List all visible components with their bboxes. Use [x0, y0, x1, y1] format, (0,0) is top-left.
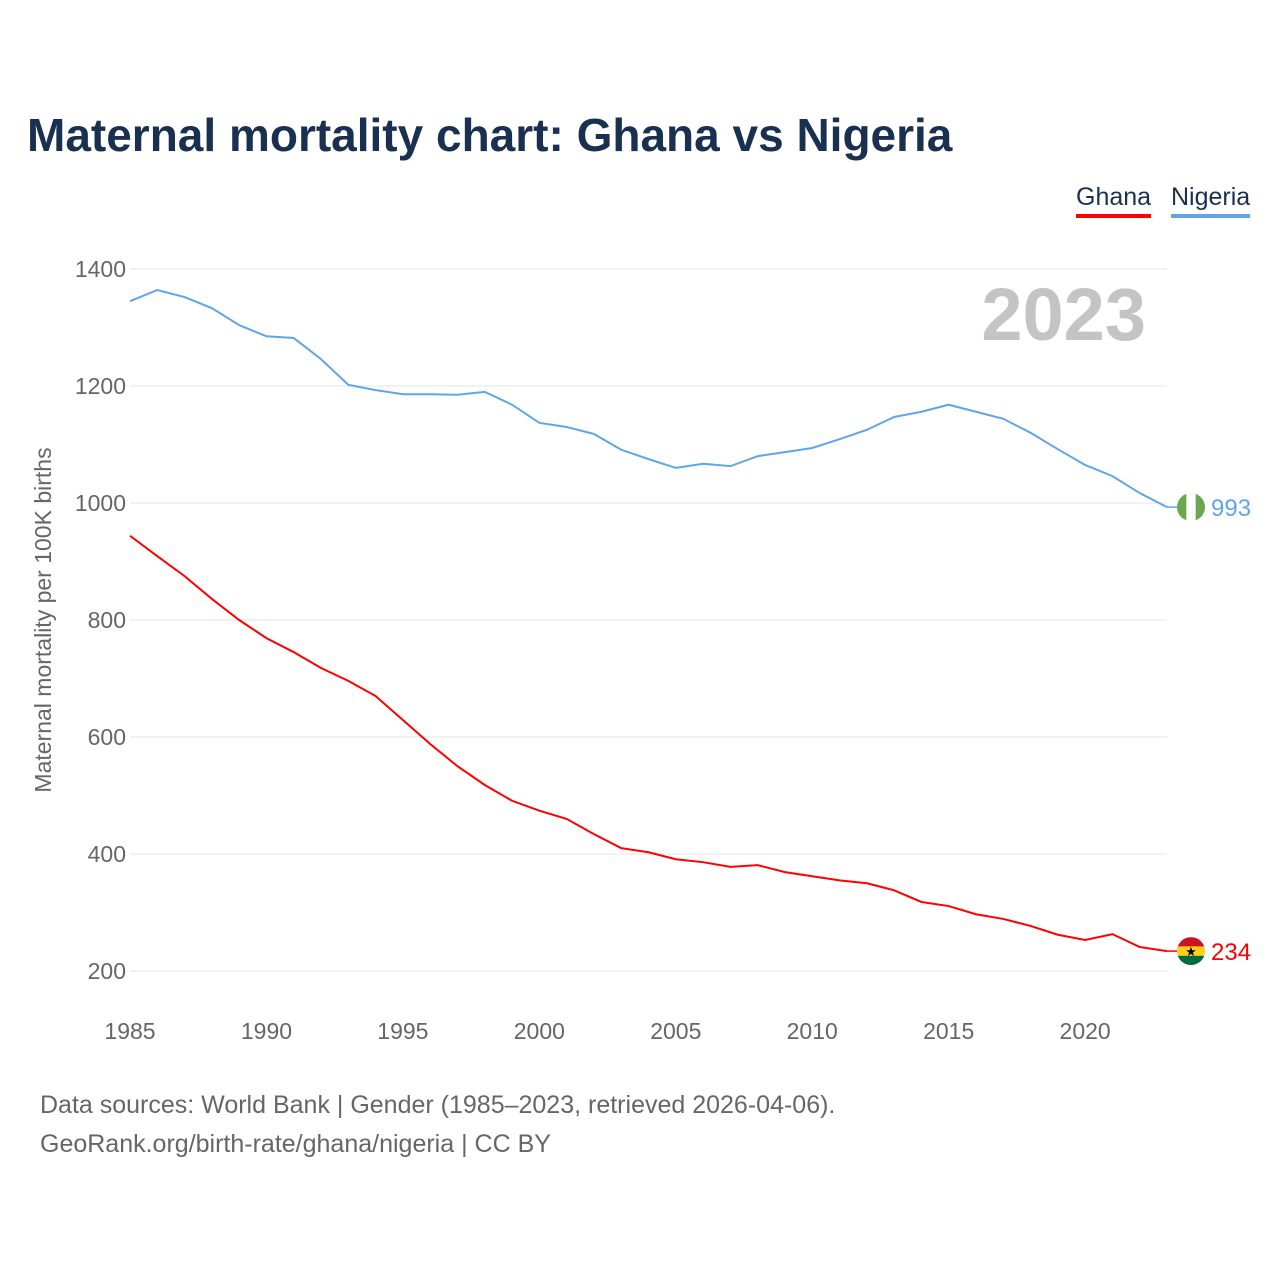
nigeria-flag-icon	[1177, 493, 1205, 522]
y-tick-label: 400	[88, 841, 126, 867]
footer: Data sources: World Bank | Gender (1985–…	[40, 1086, 835, 1164]
x-tick-label: 2020	[1060, 1018, 1111, 1044]
x-tick-label: 1990	[241, 1018, 292, 1044]
x-tick-label: 1995	[377, 1018, 428, 1044]
source-link[interactable]: GeoRank.org/birth-rate/ghana/nigeria | C…	[40, 1130, 551, 1158]
end-value-label: 234	[1211, 939, 1251, 966]
x-tick-label: 2000	[514, 1018, 565, 1044]
y-tick-label: 600	[88, 724, 126, 750]
data-source: Data sources: World Bank | Gender (1985–…	[40, 1091, 836, 1119]
legend-nigeria[interactable]: Nigeria	[1171, 183, 1251, 218]
x-tick-label: 2010	[787, 1018, 838, 1044]
y-tick-label: 1200	[75, 373, 126, 399]
end-value-label: 993	[1211, 495, 1251, 522]
series-line-nigeria	[129, 289, 1168, 508]
y-tick-label: 200	[88, 958, 126, 984]
y-axis-label: Maternal mortality per 100K births	[30, 447, 56, 792]
x-tick-label: 1985	[104, 1018, 155, 1044]
y-tick-label: 1400	[75, 256, 126, 282]
x-tick-label: 2015	[923, 1018, 974, 1044]
series-line-ghana	[129, 534, 1168, 953]
year-label: 2023	[981, 273, 1146, 356]
svg-text:★: ★	[1185, 944, 1197, 959]
y-tick-label: 1000	[75, 490, 126, 516]
x-tick-label: 2005	[650, 1018, 701, 1044]
ghana-flag-icon: ★	[1177, 937, 1205, 966]
legend-ghana[interactable]: Ghana	[1076, 183, 1152, 218]
chart-title: Maternal mortality chart: Ghana vs Niger…	[27, 109, 953, 161]
y-tick-label: 800	[88, 607, 126, 633]
